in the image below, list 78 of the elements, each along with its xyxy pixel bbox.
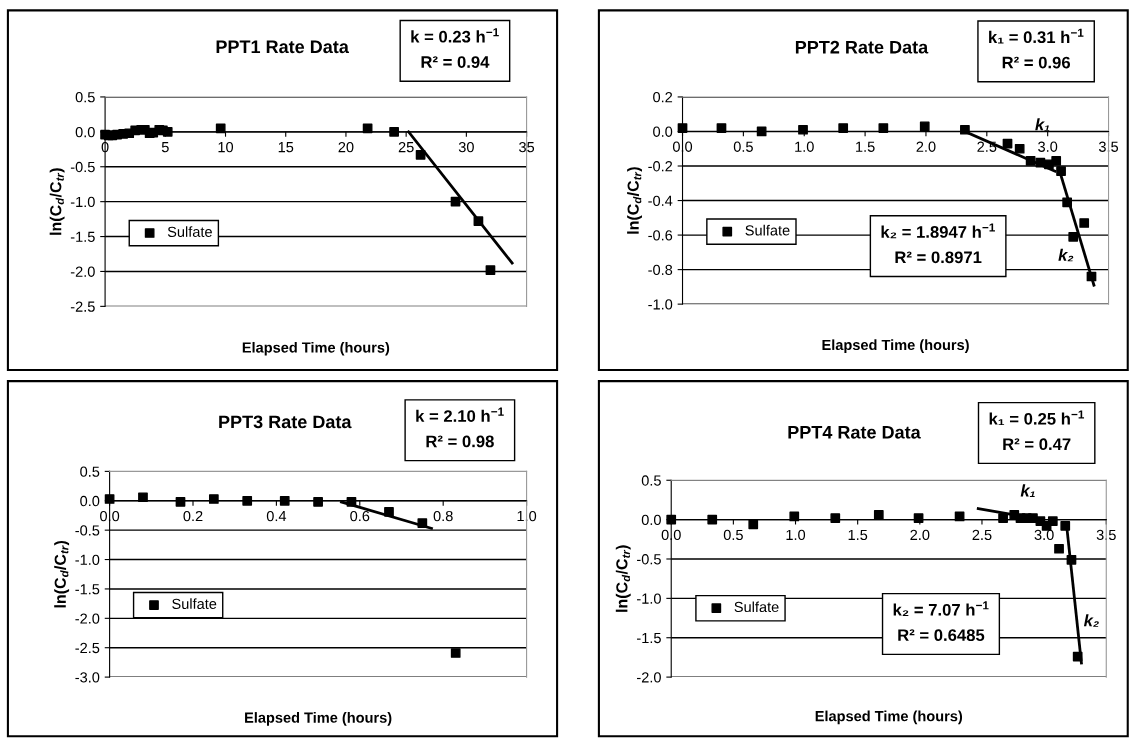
x-tick-label: 10 <box>218 141 234 153</box>
legend-label: Sulfate <box>745 224 790 236</box>
text: k₂ = 1.8947 h$^{−1}$ R² = 0.8971 <box>881 223 995 264</box>
annotation: k₁ <box>1020 484 1035 497</box>
y-axis-title: ln(C$_{d}$/C$_{tr}$) <box>49 168 65 235</box>
y-tick-label: -1.0 <box>75 554 100 565</box>
x-tick-label: 1.5 <box>848 529 868 541</box>
y-tick-label: -1.0 <box>70 196 95 208</box>
y-tick-label: 0.2 <box>653 92 673 103</box>
x-tick-label: 30 <box>458 141 474 153</box>
y-tick-label: -1.0 <box>648 299 673 310</box>
legend-label: Sulfate <box>167 226 212 237</box>
text: k₁ = 0.31 h$^{−1}$ R² = 0.96 <box>989 28 1084 69</box>
y-axis-title: ln(C$_{d}$/C$_{tr}$) <box>54 540 70 608</box>
x-tick-label: 0.8 <box>433 510 453 522</box>
y-tick-label: 0.0 <box>80 495 100 507</box>
x-tick-label: 3.5 <box>1096 529 1116 541</box>
x-tick-label: 2.0 <box>916 141 936 152</box>
y-tick-label: -1.5 <box>637 632 661 644</box>
chart-title: PPT1 Rate Data <box>216 40 349 54</box>
x-axis-title: Elapsed Time (hours) <box>822 339 969 353</box>
x-tick-label: 1.5 <box>856 141 875 152</box>
x-tick-label: 0.4 <box>266 510 287 522</box>
x-tick-label: 0.6 <box>350 510 370 522</box>
x-tick-label: 2.0 <box>910 529 930 541</box>
chart-title: PPT4 Rate Data <box>788 426 921 439</box>
x-tick-label: 20 <box>338 141 354 153</box>
chart-title: PPT3 Rate Data <box>219 415 352 429</box>
legend-label: Sulfate <box>172 598 217 610</box>
x-tick-label: 3.0 <box>1034 529 1054 541</box>
annotation: k₂ <box>1083 614 1099 627</box>
x-tick-label: 1.0 <box>786 529 806 541</box>
y-tick-label: -0.5 <box>75 525 100 536</box>
y-tick-label: -0.4 <box>648 195 673 206</box>
x-tick-label: 15 <box>278 142 294 153</box>
y-tick-label: 0.0 <box>75 126 95 138</box>
y-tick-label: 0.0 <box>653 126 673 137</box>
text: k = 0.23 h$^{−1}$ R² = 0.94 <box>411 28 499 68</box>
x-tick-label: 3.5 <box>1098 141 1119 152</box>
annotation: k₂ <box>1058 248 1074 262</box>
x-tick-label: 1.0 <box>795 141 814 152</box>
y-tick-label: -2.5 <box>70 301 95 312</box>
y-tick-label: -2.0 <box>75 613 100 624</box>
y-tick-label: -1.5 <box>75 584 100 595</box>
y-tick-label: -0.8 <box>648 264 673 276</box>
y-tick-label: 0.5 <box>641 475 661 486</box>
annotation: k₁ <box>1035 118 1050 131</box>
text: k₁ = 0.25 h$^{−1}$ R² = 0.47 <box>989 410 1085 451</box>
x-tick-label: 1.0 <box>517 510 537 522</box>
y-tick-label: -0.5 <box>70 161 95 173</box>
y-axis-title: ln(C$_{d}$/C$_{tr}$) <box>627 167 642 234</box>
y-tick-label: -0.6 <box>648 230 673 241</box>
y-tick-label: -1.5 <box>70 231 95 242</box>
y-tick-label: -0.2 <box>648 161 673 172</box>
x-tick-label: 5 <box>161 142 169 153</box>
y-tick-label: -2.5 <box>75 642 100 654</box>
x-axis-title: Elapsed Time (hours) <box>815 710 963 725</box>
text: k₂ = 7.07 h$^{−1}$ R² = 0.6485 <box>893 601 989 642</box>
x-tick-label: 2.5 <box>972 529 992 541</box>
x-tick-label: 0.2 <box>183 510 203 522</box>
y-tick-label: -2.0 <box>637 672 661 683</box>
x-tick-label: 0.5 <box>733 141 753 152</box>
x-tick-label: 25 <box>398 141 414 153</box>
y-tick-label: 0.5 <box>75 92 95 103</box>
x-axis-title: Elapsed Time (hours) <box>245 712 392 726</box>
y-tick-label: -3.0 <box>75 672 100 683</box>
y-tick-label: 0.5 <box>80 466 100 477</box>
y-axis-title: ln(C$_{d}$/C$_{tr}$) <box>615 545 631 612</box>
x-tick-label: 0.5 <box>723 529 743 541</box>
y-tick-label: -1.0 <box>637 593 661 604</box>
legend-label: Sulfate <box>734 601 779 613</box>
y-tick-label: -2.0 <box>70 266 95 277</box>
chart-title: PPT2 Rate Data <box>795 40 929 54</box>
text: k = 2.10 h$^{−1}$ R² = 0.98 <box>416 407 504 448</box>
x-tick-label: 3.0 <box>1038 141 1058 152</box>
x-tick-label: 35 <box>519 141 535 153</box>
x-axis-title: Elapsed Time (hours) <box>242 341 390 356</box>
y-tick-label: -0.5 <box>637 554 661 565</box>
